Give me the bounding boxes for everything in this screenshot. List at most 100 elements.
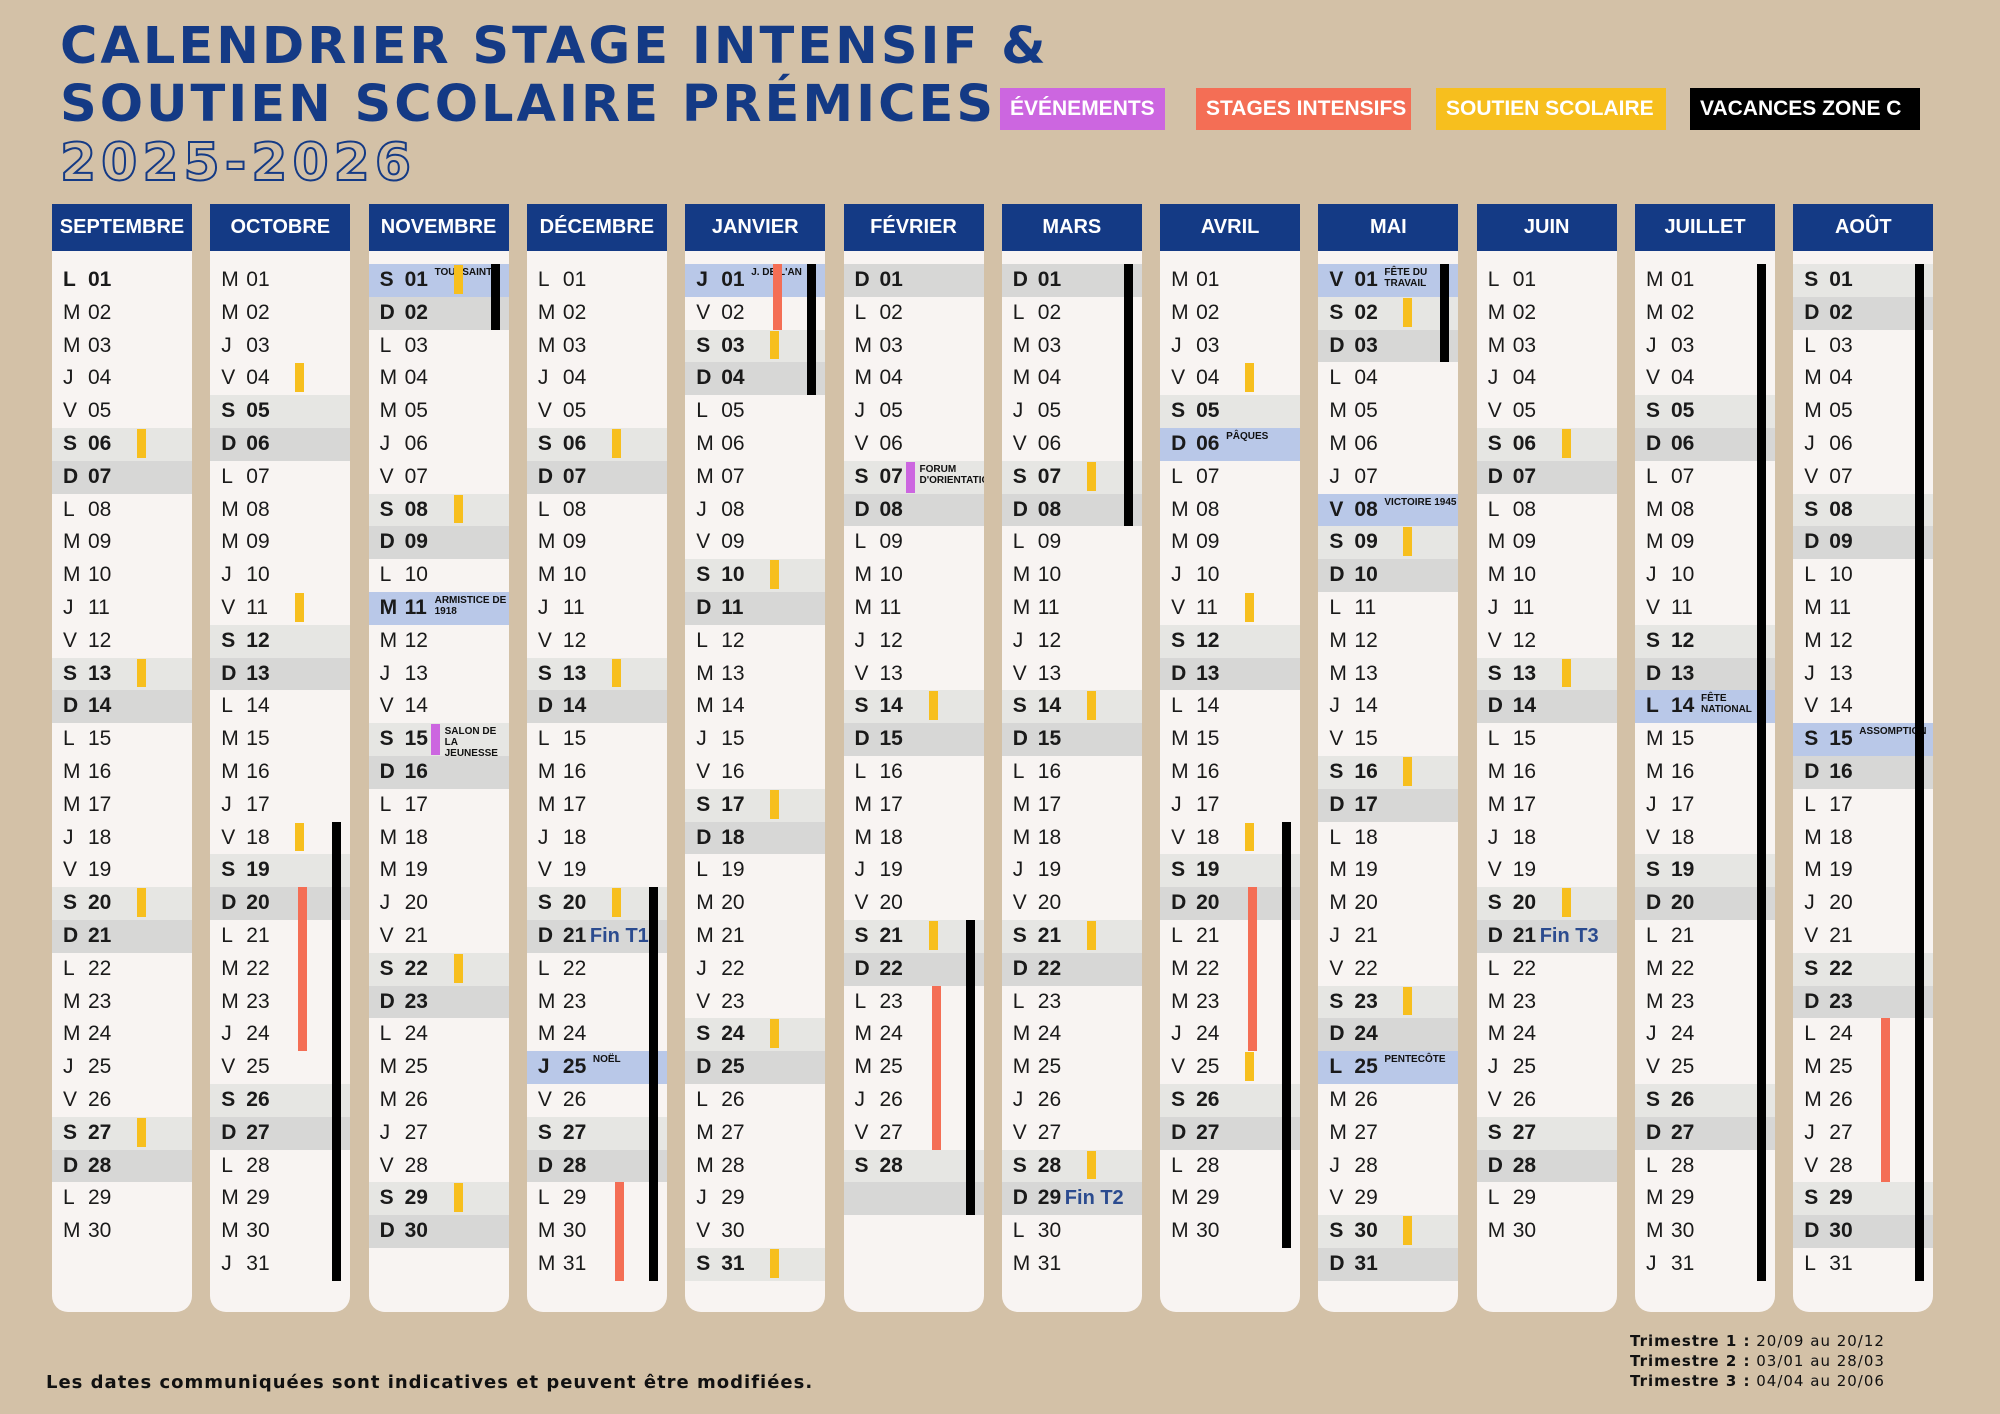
weekday-letter: V [537, 1088, 552, 1111]
weekday-letter: J [854, 858, 866, 882]
day-number: 19 [1037, 858, 1062, 882]
day-row: J 03 [1635, 330, 1775, 363]
day-number: 12 [1512, 628, 1537, 652]
weekday-letter: V [854, 1120, 869, 1144]
weekday-letter: J [1804, 1120, 1815, 1144]
day-number: 11 [562, 596, 585, 619]
day-number: 28 [1829, 1153, 1853, 1177]
day-number: 30 [1512, 1219, 1537, 1243]
day-number: 31 [1829, 1252, 1853, 1275]
weekday-letter: V [1487, 1088, 1502, 1111]
day-row: D 01 [843, 264, 984, 297]
day-number: 01 [1037, 268, 1062, 291]
day-number: 06 [1354, 432, 1378, 455]
weekday-letter: J [1646, 1252, 1657, 1275]
day-row: L 22 [52, 953, 192, 986]
day-number: 14 [1037, 694, 1062, 718]
day-row: M 06 [1318, 428, 1458, 461]
day-row: M 15 [1635, 723, 1775, 756]
day-number: 04 [1512, 366, 1537, 390]
day-number: 28 [404, 1153, 428, 1177]
day-row: L 21 [210, 920, 350, 953]
weekday-letter: V [1487, 628, 1502, 652]
day-number: 11 [721, 596, 744, 619]
weekday-letter: M [221, 1186, 239, 1210]
weekday-letter: L [221, 924, 233, 947]
day-row: D 17 [1318, 788, 1459, 822]
weekday-letter: L [379, 792, 392, 816]
day-row: M 27 [685, 1117, 825, 1150]
weekday-letter: M [1804, 596, 1822, 619]
day-number: 24 [562, 1022, 587, 1046]
trimester-line: Trimestre 2 : 03/01 au 28/03 [1630, 1352, 1885, 1370]
day-row: D 30 [1793, 1215, 1934, 1248]
day-row: L 05 [685, 395, 825, 428]
day-row: S 21 [1001, 920, 1142, 953]
day-number: 03 [404, 333, 428, 357]
weekday-letter: M [63, 989, 81, 1013]
weekday-letter: V [1012, 432, 1027, 455]
day-number: 20 [1512, 891, 1537, 915]
day-number: 04 [1196, 366, 1220, 390]
trimester-label: Trimestre 2 : [1630, 1352, 1751, 1370]
day-number: 29 [1196, 1186, 1220, 1210]
day-row: J 15 [685, 723, 825, 756]
day-row: M 23 [527, 986, 667, 1019]
day-number: 25 [562, 1055, 587, 1079]
day-number: 05 [246, 399, 270, 423]
day-number: 04 [1829, 366, 1853, 390]
day-number: 20 [404, 891, 428, 915]
weekday-letter: M [1329, 432, 1347, 455]
day-number: 30 [1829, 1219, 1853, 1243]
day-number: 27 [721, 1120, 745, 1144]
day-row: M 27 [1318, 1117, 1458, 1150]
day-row: V 23 [685, 986, 825, 1019]
day-row: L 26 [685, 1084, 825, 1117]
day-row: L 02 [1002, 297, 1142, 330]
day-row: M 30 [527, 1215, 667, 1248]
day-number: 08 [721, 497, 745, 521]
day-note: VICTOIRE 1945 [1384, 496, 1457, 508]
day-row: J 10 [1160, 559, 1300, 592]
weekday-letter: D [1012, 268, 1028, 291]
day-row: M 30 [210, 1215, 350, 1248]
day-row: M 04 [369, 362, 509, 395]
day-number: 10 [1196, 563, 1220, 587]
day-number: 28 [879, 1153, 903, 1177]
weekday-letter: S [537, 661, 552, 685]
weekday-letter: M [63, 333, 81, 357]
day-row: S 29 [368, 1182, 509, 1216]
day-number: 07 [246, 464, 270, 488]
day-row: L 23 [1002, 986, 1142, 1019]
weekday-letter: M [696, 1153, 714, 1177]
trimester-line: Trimestre 1 : 20/09 au 20/12 [1630, 1332, 1885, 1350]
soutien-marker [1086, 921, 1096, 950]
day-row: J 17 [1160, 789, 1300, 822]
weekday-letter: D [854, 268, 870, 291]
weekday-letter: M [1329, 891, 1347, 915]
soutien-marker [137, 658, 146, 688]
day-number: 27 [879, 1120, 903, 1144]
disclaimer-note: Les dates communiquées sont indicatives … [46, 1372, 814, 1393]
weekday-letter: L [696, 628, 708, 652]
day-row: J 19 [844, 854, 984, 887]
weekday-letter: V [379, 694, 394, 718]
day-number: 10 [721, 563, 745, 587]
weekday-letter: D [1329, 563, 1345, 587]
day-number: 31 [1037, 1252, 1062, 1275]
day-row: S 13 [52, 657, 192, 691]
weekday-letter: M [1646, 497, 1664, 521]
day-number: 27 [88, 1120, 112, 1144]
weekday-letter: M [1171, 268, 1189, 291]
day-row: V 05 [527, 395, 667, 428]
day-number: 28 [1354, 1153, 1378, 1177]
day-number: 23 [88, 989, 112, 1013]
day-number: 01 [246, 268, 270, 291]
day-number: 07 [1196, 464, 1220, 488]
weekday-letter: V [1487, 858, 1502, 882]
day-number: 22 [879, 956, 903, 980]
weekday-letter: J [1804, 432, 1815, 455]
day-number: 22 [1829, 956, 1853, 980]
day-row: S 19 [1160, 854, 1301, 888]
day-row: M 08 [1160, 494, 1300, 527]
